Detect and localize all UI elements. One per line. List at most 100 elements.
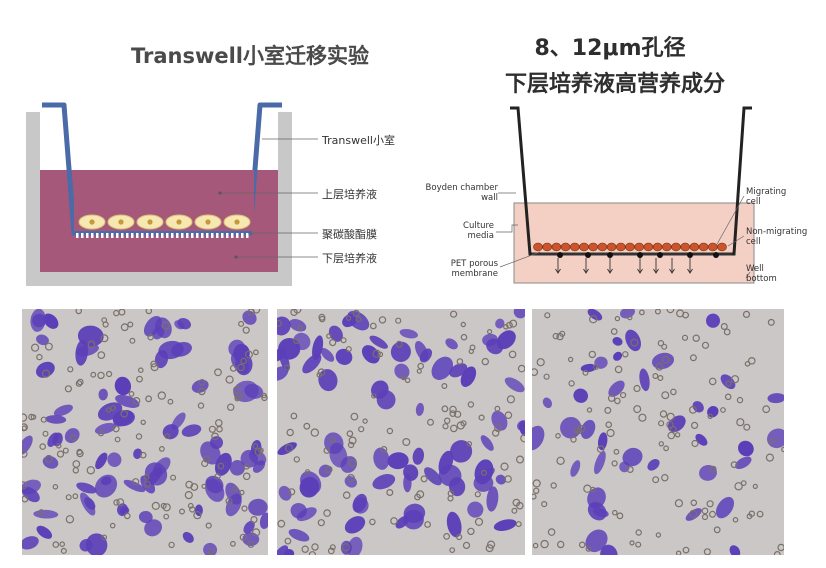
stained-cell xyxy=(495,318,505,329)
stained-cell xyxy=(403,473,412,493)
stained-cell xyxy=(144,519,162,537)
membrane-pore xyxy=(532,542,539,549)
membrane-pore xyxy=(62,447,69,454)
stained-cell xyxy=(114,376,132,396)
stained-cell xyxy=(277,545,289,555)
stained-cell xyxy=(277,442,297,456)
membrane-pore xyxy=(208,425,216,433)
membrane-pore xyxy=(22,481,28,490)
membrane-pore xyxy=(552,332,559,340)
membrane-pore xyxy=(143,473,150,480)
membrane-pore xyxy=(131,233,134,238)
membrane-pore xyxy=(466,441,473,447)
stained-cell xyxy=(45,415,67,424)
membrane-pore xyxy=(467,527,475,536)
membrane-pore xyxy=(326,333,332,339)
stained-cell xyxy=(115,394,140,408)
membrane-pore xyxy=(610,328,618,335)
membrane-pore xyxy=(652,476,660,484)
stained-cell xyxy=(517,420,525,431)
membrane-pore xyxy=(734,482,743,491)
membrane-pore xyxy=(630,338,639,347)
membrane-pore xyxy=(39,443,47,450)
membrane-pore xyxy=(454,410,462,418)
membrane-pore xyxy=(362,418,368,424)
membrane-pore xyxy=(556,456,565,465)
membrane-pore xyxy=(345,346,352,353)
stained-cell xyxy=(647,459,660,471)
cell-nucleus xyxy=(234,219,240,225)
membrane-pore xyxy=(64,385,73,393)
label-membrane: 聚碳酸酯膜 xyxy=(322,228,377,241)
label-chamber-wall: Boyden chamber wall xyxy=(425,183,498,203)
membrane-pore xyxy=(136,233,139,238)
membrane-pore xyxy=(372,349,381,358)
membrane-pore xyxy=(622,351,629,358)
stained-cell xyxy=(369,335,388,349)
micrograph-1 xyxy=(22,309,268,555)
membrane-pore xyxy=(690,499,698,507)
membrane-pore xyxy=(724,393,732,401)
membrane-pore xyxy=(75,380,83,387)
membrane-pore xyxy=(44,342,53,351)
stained-cell xyxy=(347,310,370,331)
membrane-pore xyxy=(141,233,144,238)
membrane-pore xyxy=(629,540,635,546)
membrane-pore xyxy=(206,233,209,238)
membrane-pore xyxy=(52,484,59,490)
membrane-pore xyxy=(638,413,647,422)
membrane-pore xyxy=(661,355,670,364)
stained-cell xyxy=(36,334,49,346)
label-insert: Transwell小室 xyxy=(322,134,395,147)
membrane-pore xyxy=(347,441,355,449)
stained-cell xyxy=(467,501,484,518)
membrane-pore xyxy=(340,337,347,344)
membrane-pore xyxy=(736,418,745,427)
cell-nucleus xyxy=(205,219,211,225)
non-migrating-cell xyxy=(615,242,626,252)
stained-cell xyxy=(335,348,353,366)
membrane-pore xyxy=(590,486,596,493)
membrane-pore xyxy=(124,512,131,520)
membrane-pore xyxy=(532,487,540,494)
stained-cell xyxy=(171,412,186,430)
boyden-diagram xyxy=(496,106,755,284)
membrane-pore xyxy=(243,463,250,470)
membrane-pore xyxy=(674,432,681,438)
stained-cell xyxy=(480,435,494,451)
stained-cell xyxy=(445,338,458,350)
membrane-pore xyxy=(197,402,205,409)
membrane-pore xyxy=(140,419,146,426)
membrane-pore xyxy=(201,483,207,489)
membrane-pore xyxy=(121,233,124,238)
stained-cell xyxy=(284,548,295,555)
stained-cell xyxy=(542,397,553,409)
membrane-pore xyxy=(201,233,204,238)
membrane-pore xyxy=(681,334,689,341)
membrane-pore xyxy=(456,358,464,365)
membrane-pore xyxy=(319,315,326,323)
migrating-cell xyxy=(557,252,563,258)
membrane-pore xyxy=(113,499,120,506)
membrane-pore xyxy=(258,447,264,454)
membrane-pore xyxy=(508,350,517,359)
stained-cell xyxy=(352,497,369,514)
cell-nucleus xyxy=(118,219,124,225)
membrane-pore xyxy=(346,430,354,438)
membrane-pore xyxy=(226,233,229,238)
membrane-pore xyxy=(666,412,675,421)
membrane-pore xyxy=(655,362,664,371)
membrane-pore xyxy=(657,374,664,381)
membrane-pore xyxy=(666,420,674,429)
membrane-pore xyxy=(59,541,66,548)
membrane-pore xyxy=(40,416,47,423)
micrograph-3 xyxy=(532,309,784,555)
membrane-pore xyxy=(611,460,618,467)
membrane-pore xyxy=(414,493,421,501)
arrow xyxy=(653,258,659,274)
membrane-pore xyxy=(619,391,627,399)
membrane-pore xyxy=(22,423,28,432)
stained-cell xyxy=(594,451,606,475)
membrane-pore xyxy=(252,309,261,314)
